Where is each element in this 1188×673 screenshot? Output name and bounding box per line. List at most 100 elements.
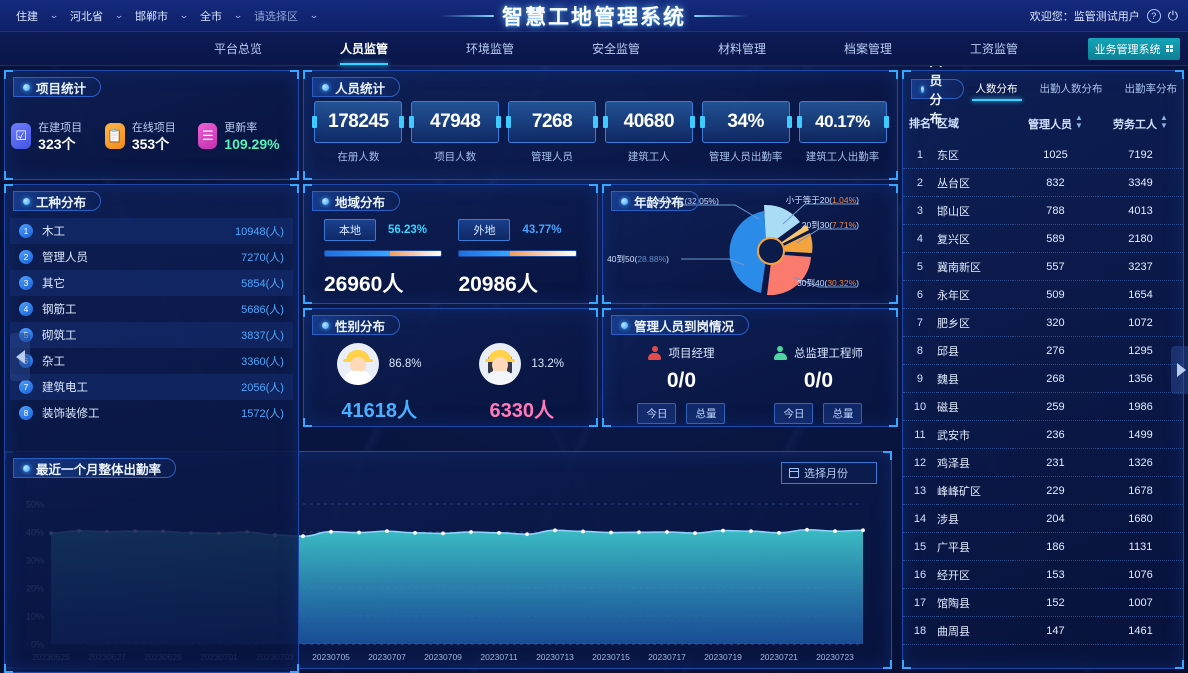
sort-icon[interactable]: ▲ ▼ (1160, 113, 1168, 130)
question-mark-icon[interactable]: ? (1146, 8, 1161, 23)
sort-icon[interactable]: ▲ ▼ (1075, 113, 1083, 130)
cell-workers: 1654 (1097, 280, 1183, 309)
total-button[interactable]: 总量 (823, 403, 863, 424)
chevron-down-icon[interactable]: ⌄ (233, 10, 243, 20)
age-pie-chart: 50以上(32.05%) 小于等于20(1.04%) 20到30(7.71%) … (603, 185, 897, 303)
worker-type-title: 工种分布 (13, 191, 102, 211)
breadcrumb-item-2[interactable]: 邯郸市 (135, 10, 168, 23)
list-item[interactable]: 4 钢筋工 5686(人) (10, 296, 293, 322)
cell-workers: 4013 (1097, 196, 1183, 225)
person-red-icon (648, 346, 662, 360)
total-button[interactable]: 总量 (686, 403, 726, 424)
table-row[interactable]: 3 邯山区 788 4013 (902, 196, 1183, 225)
region-dist-panel: 地域分布 本地 56.23% 26960人 (302, 184, 598, 304)
cell-area: 峰峰矿区 (936, 476, 1013, 505)
breadcrumb-item-0[interactable]: 住建 (16, 10, 38, 23)
table-row[interactable]: 2 丛台区 832 3349 (902, 168, 1183, 197)
manager-onduty-chief-supervisor: 总监理工程师 0/0 今日 总量 (750, 345, 887, 424)
list-item[interactable]: 5 砌筑工 3837(人) (10, 322, 293, 348)
metric-label: 管理人员出勤率 (708, 151, 783, 163)
breadcrumb-item-3[interactable]: 全市 (200, 10, 222, 23)
metric-value: 178245 (328, 111, 389, 132)
table-row[interactable]: 9 魏县 268 1356 (902, 364, 1183, 393)
table-row[interactable]: 6 永年区 509 1654 (902, 280, 1183, 309)
column-rank: 排名 (908, 118, 931, 130)
tab-salary-supervision[interactable]: 工资监管 (969, 41, 1018, 56)
list-item[interactable]: 3 其它 5854(人) (10, 270, 293, 296)
table-row[interactable]: 8 邱县 276 1295 (902, 336, 1183, 365)
stat-value: 323个 (38, 136, 76, 152)
table-row[interactable]: 13 峰峰矿区 229 1678 (902, 476, 1183, 505)
business-system-button[interactable]: 业务管理系统 (1087, 37, 1180, 60)
cell-area: 经开区 (936, 560, 1013, 589)
chevron-down-icon[interactable]: ⌄ (179, 10, 189, 20)
table-row[interactable]: 4 复兴区 589 2180 (902, 224, 1183, 253)
power-icon[interactable]: ⏻ (1167, 8, 1178, 23)
cell-rank: 16 (902, 560, 937, 589)
carousel-prev-icon[interactable] (10, 333, 30, 381)
role-value: 0/0 (666, 369, 697, 392)
metric-label: 项目人数 (434, 151, 477, 163)
stat-online-projects: 📋 在线项目 353个 (104, 118, 199, 154)
breadcrumb-item-1[interactable]: 河北省 (70, 10, 103, 23)
table-row[interactable]: 1 东区 1025 7192 (902, 141, 1183, 169)
cell-rank: 15 (902, 532, 937, 561)
table-row[interactable]: 7 肥乡区 320 1072 (902, 308, 1183, 337)
role-label: 项目经理 (668, 348, 715, 360)
bullet-icon (620, 321, 628, 329)
today-button[interactable]: 今日 (637, 403, 677, 424)
tab-personnel-supervision[interactable]: 人员监管 (301, 33, 427, 65)
cell-rank: 10 (902, 392, 937, 421)
cell-area: 冀南新区 (936, 252, 1013, 281)
rank-badge: 2 (19, 250, 33, 264)
list-item[interactable]: 6 杂工 3360(人) (10, 348, 293, 374)
svg-text:30到40(30.32%): 30到40(30.32%) (797, 278, 859, 288)
region-outside-percent: 43.77% (522, 224, 562, 236)
table-row[interactable]: 10 磁县 259 1986 (902, 392, 1183, 421)
list-item[interactable]: 2 管理人员 7270(人) (10, 244, 293, 270)
cell-managers: 268 (1012, 364, 1098, 393)
chevron-down-icon[interactable]: ⌄ (309, 10, 319, 20)
table-row[interactable]: 15 广平县 186 1131 (902, 532, 1183, 561)
left-column: 项目统计 ☑ 在建项目 323个 📋 在线项目 353个 (4, 70, 299, 673)
list-item[interactable]: 1 木工 10948(人) (10, 218, 293, 244)
table-row[interactable]: 18 曲周县 147 1461 (902, 616, 1183, 645)
table-row[interactable]: 5 冀南新区 557 3237 (902, 252, 1183, 281)
table-row[interactable]: 11 武安市 236 1499 (902, 420, 1183, 449)
tab-environment-supervision[interactable]: 环境监管 (465, 41, 514, 56)
chevron-down-icon[interactable]: ⌄ (49, 10, 59, 20)
table-row[interactable]: 14 涉县 204 1680 (902, 504, 1183, 533)
person-green-icon (773, 346, 787, 360)
tab-platform-overview[interactable]: 平台总览 (213, 41, 262, 56)
column-workers[interactable]: 劳务工人 ▲ ▼ (1113, 113, 1168, 132)
region-outside-tag: 外地 (458, 219, 511, 241)
gender-dist-title: 性别分布 (311, 315, 400, 335)
month-picker[interactable]: 选择月份 (781, 462, 877, 484)
cell-rank: 12 (902, 448, 937, 477)
carousel-next-icon[interactable] (1171, 345, 1188, 394)
table-row[interactable]: 17 馆陶县 152 1007 (902, 588, 1183, 617)
tab-material-management[interactable]: 材料管理 (717, 41, 766, 56)
chevron-down-icon[interactable]: ⌄ (114, 10, 124, 20)
gender-dist-panel: 性别分布 86.8% 41618人 (302, 308, 598, 427)
today-button[interactable]: 今日 (774, 403, 814, 424)
tab-headcount-dist[interactable]: 人数分布 (970, 79, 1024, 101)
male-count: 41618人 (341, 400, 418, 422)
table-row[interactable]: 12 鸡泽县 231 1326 (902, 448, 1183, 477)
table-row[interactable]: 16 经开区 153 1076 (902, 560, 1183, 589)
list-item[interactable]: 7 建筑电工 2056(人) (10, 374, 293, 400)
region-dist-title: 地域分布 (311, 191, 400, 211)
bullet-icon (321, 83, 329, 91)
tab-archive-management[interactable]: 档案管理 (843, 41, 892, 56)
tab-safety-supervision[interactable]: 安全监管 (591, 41, 640, 56)
project-stats-panel: 项目统计 ☑ 在建项目 323个 📋 在线项目 353个 (4, 70, 299, 180)
tab-attendance-rate-dist[interactable]: 出勤率分布 (1124, 83, 1178, 95)
age-dist-panel: 年龄分布 (601, 184, 898, 304)
column-managers[interactable]: 管理人员 ▲ ▼ (1028, 113, 1083, 132)
breadcrumb-item-4[interactable]: 请选择区 (254, 10, 298, 23)
tab-attendance-count-dist[interactable]: 出勤人数分布 (1039, 83, 1103, 95)
svg-text:20230715: 20230715 (592, 652, 630, 662)
list-item[interactable]: 8 装饰装修工 1572(人) (10, 400, 293, 426)
svg-text:20230705: 20230705 (312, 652, 350, 662)
cell-rank: 1 (902, 141, 937, 169)
